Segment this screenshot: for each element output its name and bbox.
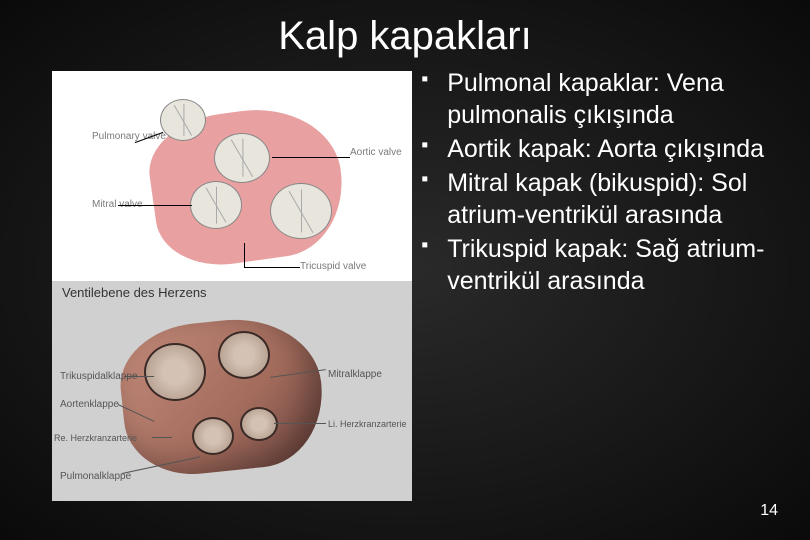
pointer-line — [244, 267, 300, 268]
trikuspidal-ring-icon — [144, 343, 206, 401]
label-pulmonal: Pulmonalklappe — [60, 471, 131, 482]
bullet-list: Pulmonal kapaklar: Vena pulmonalis çıkış… — [421, 67, 790, 297]
list-item: Trikuspid kapak: Sağ atrium-ventrikül ar… — [421, 233, 790, 297]
label-mitral-de: Mitralklappe — [328, 369, 382, 380]
heart-shape-3d — [115, 311, 330, 481]
label-re-kranz: Re. Herzkranzarterie — [54, 433, 137, 443]
label-li-kranz: Li. Herzkranzarterie — [328, 419, 407, 429]
slide-title: Kalp kapakları — [0, 0, 810, 67]
pointer-line — [124, 376, 154, 377]
text-column: Pulmonal kapaklar: Vena pulmonalis çıkış… — [421, 67, 810, 537]
label-tricuspid: Tricuspid valve — [300, 261, 366, 272]
list-item: Pulmonal kapaklar: Vena pulmonalis çıkış… — [421, 67, 790, 131]
pointer-line — [152, 437, 172, 438]
mitral-ring-icon — [218, 331, 270, 379]
pulmonal-ring-icon — [240, 407, 278, 441]
label-aortic: Aortic valve — [350, 147, 402, 158]
aorten-ring-icon — [192, 417, 234, 455]
list-item: Aortik kapak: Aorta çıkışında — [421, 133, 790, 165]
pointer-line — [274, 423, 326, 424]
slide: Kalp kapakları Pulmonary valve Aortic va… — [0, 0, 810, 540]
aortic-valve-icon — [214, 133, 270, 183]
pointer-line — [272, 157, 350, 158]
tricuspid-valve-icon — [270, 183, 332, 239]
label-aorten: Aortenklappe — [60, 399, 119, 410]
diagram-stack: Pulmonary valve Aortic valve Mitral valv… — [52, 71, 421, 501]
heart-valves-diagram-top: Pulmonary valve Aortic valve Mitral valv… — [52, 71, 412, 281]
label-pulmonary: Pulmonary valve — [92, 131, 166, 142]
pulmonary-valve-icon — [160, 99, 206, 141]
heart-valves-diagram-bottom: Ventilebene des Herzens Trikuspidalklapp… — [52, 281, 412, 501]
list-item: Mitral kapak (bikuspid): Sol atrium-vent… — [421, 167, 790, 231]
content-area: Pulmonary valve Aortic valve Mitral valv… — [0, 67, 810, 537]
diagrams-column: Pulmonary valve Aortic valve Mitral valv… — [0, 67, 421, 537]
pointer-line — [118, 205, 192, 206]
bottom-diagram-title: Ventilebene des Herzens — [62, 285, 207, 300]
pointer-line — [244, 243, 245, 267]
mitral-valve-icon — [190, 181, 242, 229]
page-number: 14 — [760, 502, 778, 520]
